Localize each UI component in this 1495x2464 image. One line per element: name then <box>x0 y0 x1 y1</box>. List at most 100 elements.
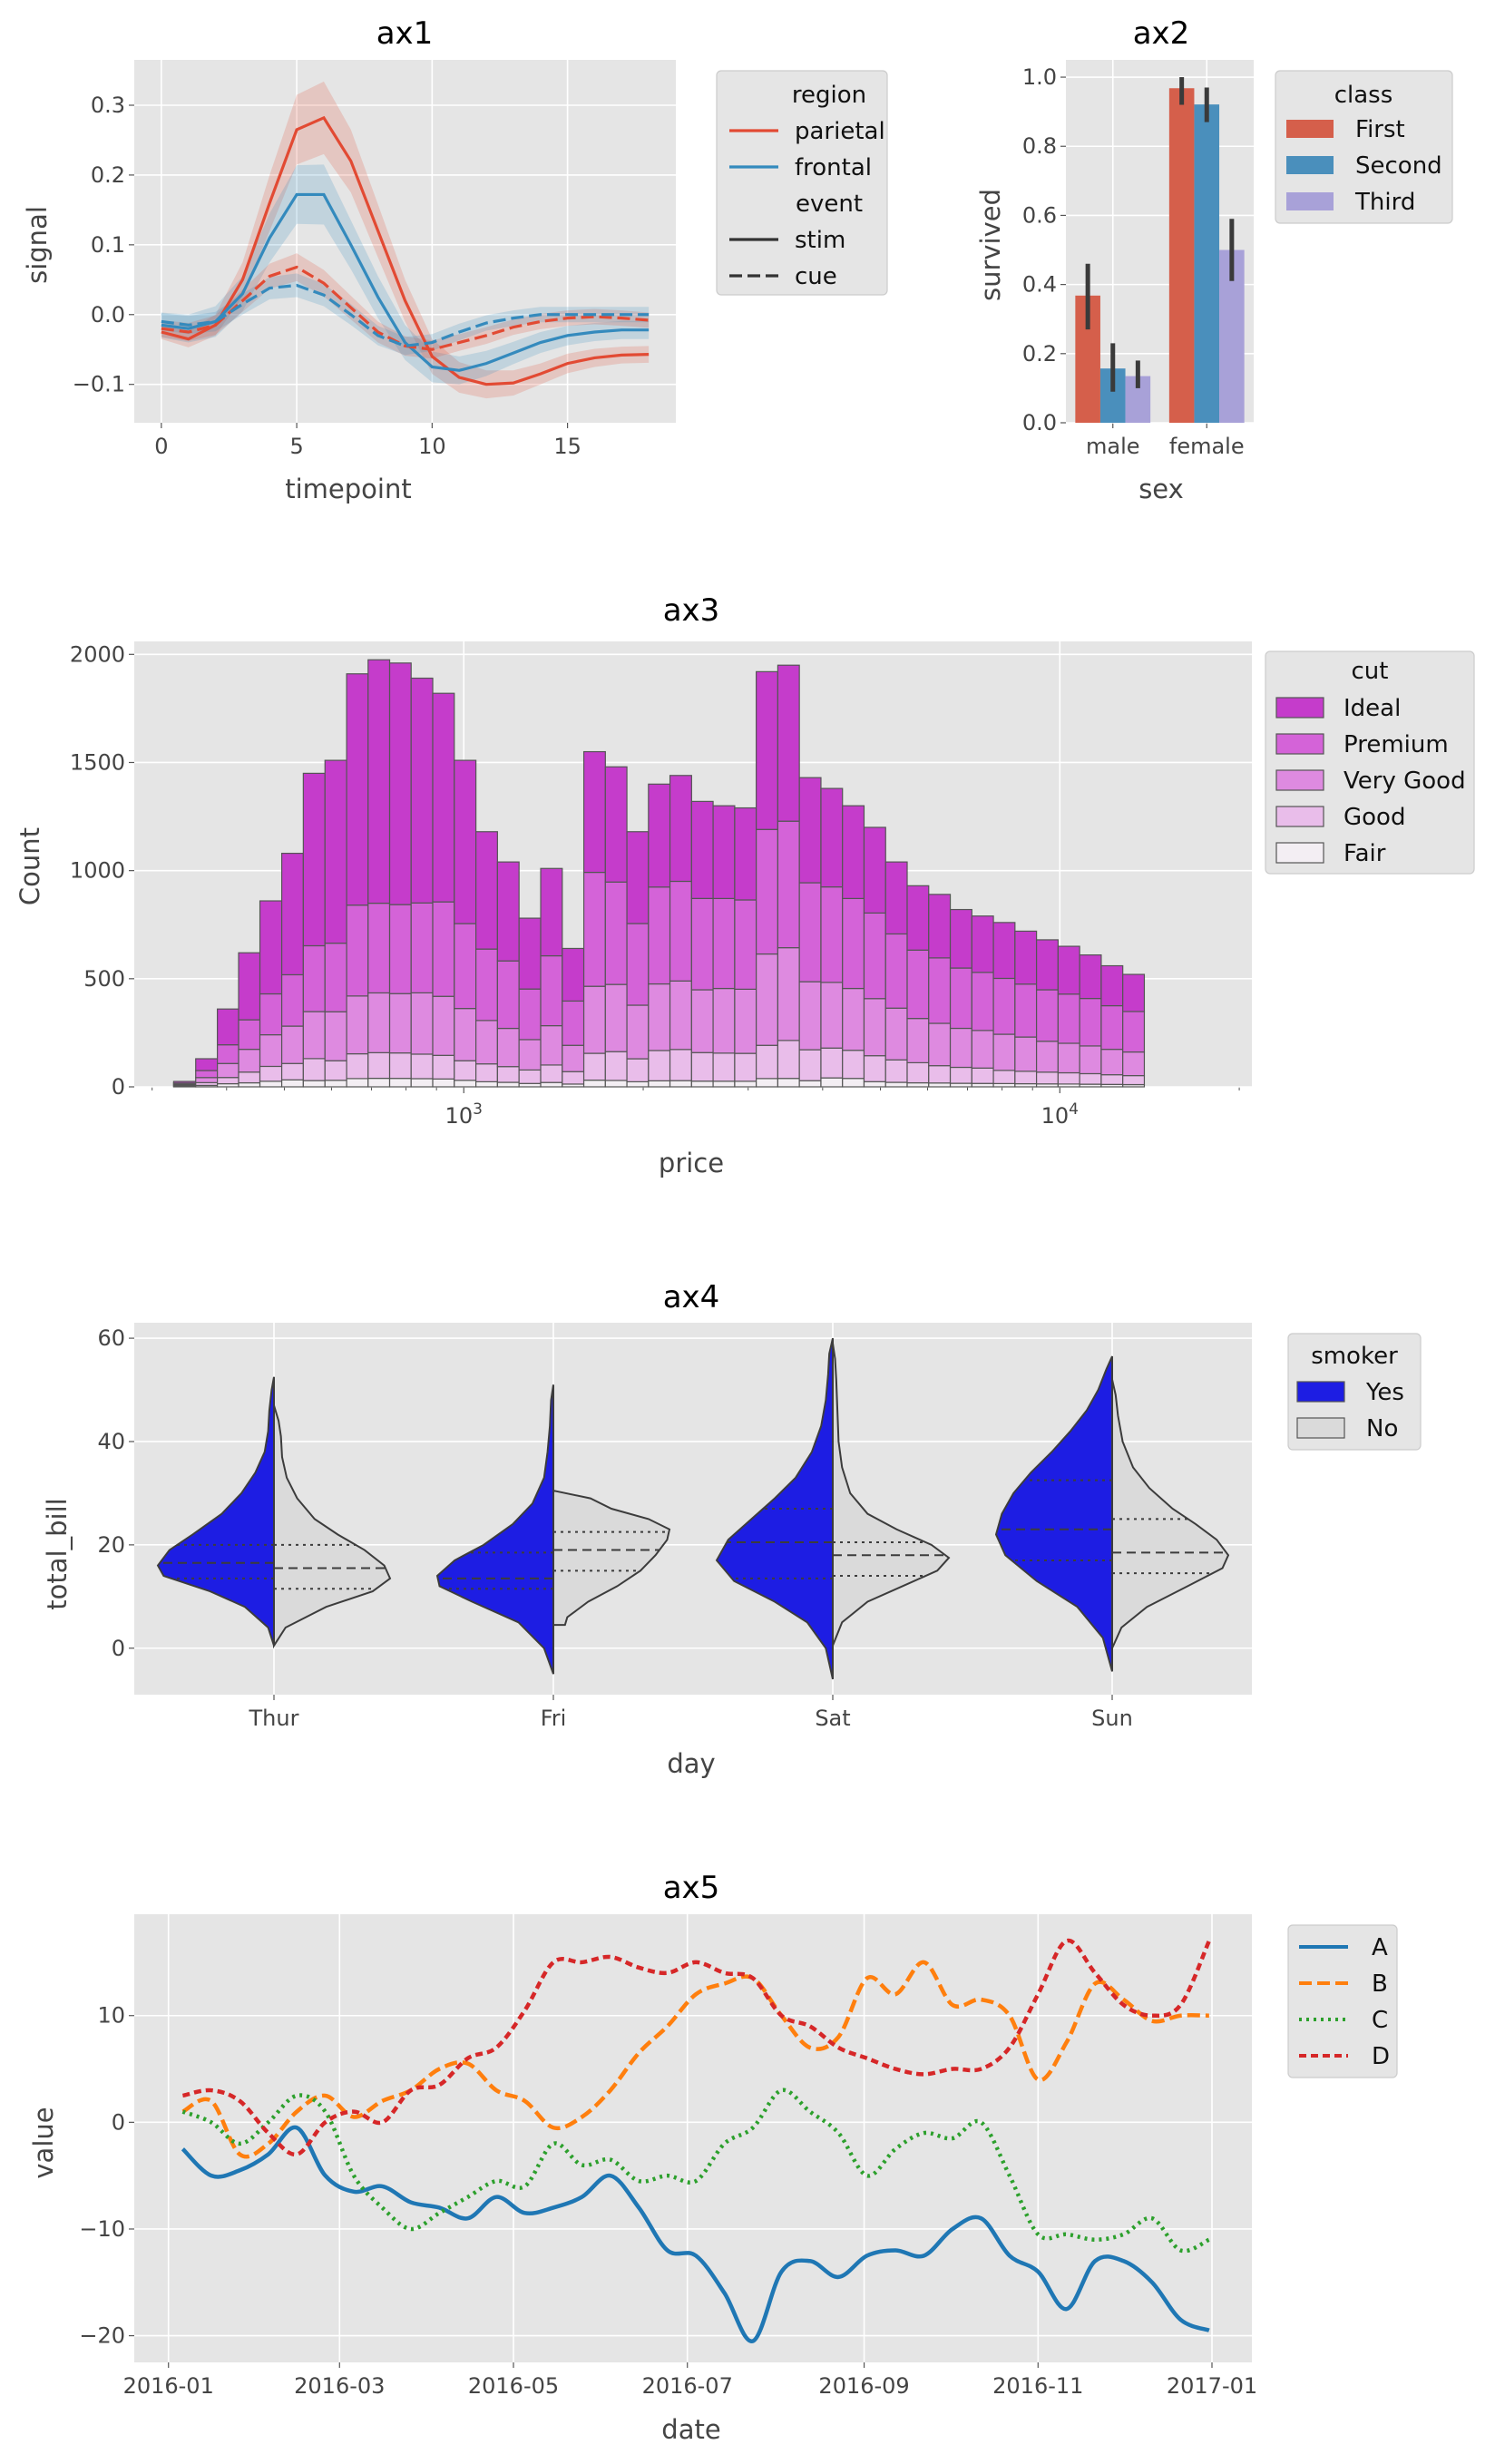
ax3-bar-ideal <box>280 852 304 976</box>
ax3-bar-good <box>518 1069 542 1084</box>
ax5-xtick-label: 2016-05 <box>468 2373 559 2399</box>
ax5-ylabel: value <box>28 2107 59 2178</box>
ax3-bar-premium <box>238 1019 261 1051</box>
ax4-legend-swatch-no <box>1296 1417 1345 1439</box>
ax4-ytick-label: 40 <box>97 1429 125 1454</box>
ax3-bar-very-good <box>690 989 714 1053</box>
ax3-bar-very-good <box>259 1034 283 1068</box>
ax2-ylabel: survived <box>975 189 1006 301</box>
ax3-bar-good <box>626 1058 650 1082</box>
ax5-line-C <box>181 2088 1210 2254</box>
ax3-legend-label-premium: Premium <box>1344 731 1449 758</box>
ax3-bar-ideal <box>540 867 563 957</box>
ax3-bar-very-good <box>388 992 412 1054</box>
ax3-bar-fair <box>432 1078 455 1088</box>
ax5-xlabel: date <box>661 2414 720 2445</box>
ax3-bar-premium <box>992 977 1016 1035</box>
ax3-bar-ideal <box>798 777 822 884</box>
ax5-ytick-label: 10 <box>97 2003 125 2029</box>
ax3-bar-good <box>1057 1071 1080 1085</box>
ax3-bar-fair <box>756 1078 779 1088</box>
ax3-bar-good <box>346 1052 369 1080</box>
ax3-bar-premium <box>217 1044 239 1064</box>
ax3-bar-fair <box>648 1080 671 1088</box>
ax3-bar-premium <box>346 904 369 997</box>
ax3-bar-good <box>367 1051 391 1080</box>
ax1-legend-title: event <box>796 191 863 218</box>
ax3-bar-premium <box>302 944 326 1012</box>
ax3-bar-premium <box>475 948 498 1022</box>
ax3-bar-very-good <box>1035 1041 1059 1073</box>
ax3-bar-ideal <box>690 800 714 899</box>
ax3-bar-very-good <box>626 1004 650 1060</box>
ax3-bar-premium <box>518 988 542 1041</box>
ax3-bar-good <box>690 1051 714 1082</box>
ax3-bar-fair <box>669 1080 692 1088</box>
ax3-bar-premium <box>280 973 304 1027</box>
ax3-legend-swatch-fair <box>1275 842 1324 864</box>
ax3-bar-premium <box>454 923 477 1010</box>
ax3-bar-premium <box>626 923 650 1006</box>
ax3-legend-swatch-premium <box>1275 733 1324 755</box>
ax3-title: ax3 <box>663 592 720 629</box>
ax2-legend-swatch-First <box>1286 120 1334 138</box>
ax3-bar-good <box>884 1059 908 1083</box>
ax3-bar-ideal <box>324 759 347 944</box>
ax3-bar-fair <box>280 1079 304 1088</box>
ax1-legend-label-frontal: frontal <box>795 154 872 181</box>
ax3-bar-ideal <box>669 775 692 883</box>
ax3-bar-good <box>604 1051 628 1081</box>
ax5-xtick-label: 2017-01 <box>1167 2373 1257 2399</box>
ax2-legend-swatch-Second <box>1286 156 1334 174</box>
ax3-bar-premium <box>1057 993 1080 1044</box>
ax4-xtick-label: Sat <box>815 1706 850 1731</box>
ax3-bar-good <box>734 1052 757 1082</box>
ax3-bar-good <box>475 1063 498 1082</box>
ax3-legend-title: cut <box>1352 658 1389 685</box>
ax3-bar-fair <box>820 1077 844 1088</box>
ax1-line-frontal-cue <box>161 283 650 348</box>
ax3-bar-good <box>388 1052 412 1080</box>
ax3-bar-premium <box>324 943 347 1012</box>
ax3-bar-very-good <box>410 992 434 1055</box>
ax3-bar-premium <box>820 886 844 983</box>
ax3-bar-fair <box>302 1080 326 1088</box>
ax4-violin-thur-no <box>273 1404 392 1649</box>
ax4-violin-sun-no <box>1111 1379 1230 1649</box>
ax1-legend-label-cue: cue <box>795 263 837 290</box>
ax3-bar-fair <box>842 1078 865 1088</box>
ax3-bar-fair <box>582 1080 606 1088</box>
ax3-bar-fair <box>906 1081 930 1088</box>
ax3-bar-ideal <box>582 750 606 874</box>
ax3-bar-good <box>863 1055 886 1082</box>
ax3-bar-very-good <box>992 1033 1016 1071</box>
ax1-panel: ax1 timepoint signal 0 5 10 15 −0.1 0.0 0.1 0.2… <box>22 15 888 504</box>
ax3-bar-ideal <box>346 673 369 906</box>
ax3-ytick-label: 2000 <box>70 641 125 667</box>
ax3-bar-very-good <box>195 1077 219 1083</box>
ax5-xtick-label: 2016-03 <box>294 2373 385 2399</box>
ax3-bar-premium <box>195 1070 219 1079</box>
ax3-bar-premium <box>863 912 886 1000</box>
ax3-bar-ideal <box>302 772 326 947</box>
ax3-bar-good <box>582 1052 606 1081</box>
ax3-bar-premium <box>906 949 930 1020</box>
ax3-bar-ideal <box>259 900 283 995</box>
ax3-bar-very-good <box>798 981 822 1051</box>
ax3-bar-good <box>648 1050 671 1081</box>
ax3-bar-very-good <box>971 1030 994 1069</box>
ax3-bar-premium <box>1100 1004 1124 1051</box>
ax3-bar-very-good <box>756 953 779 1046</box>
ax3-xlabel: price <box>659 1148 724 1178</box>
ax1-line-parietal-stim <box>161 115 650 386</box>
ax3-bar-very-good <box>906 1018 930 1064</box>
ax5-legend-label-C: C <box>1372 2007 1388 2034</box>
ax2-ytick-label: 0.4 <box>1022 272 1057 298</box>
ax3-bar-ideal <box>949 908 972 969</box>
ax3-bar-ideal <box>1100 964 1124 1007</box>
ax1-xtick-label: 0 <box>154 434 168 459</box>
ax3-bar-ideal <box>432 692 455 903</box>
ax3-bar-very-good <box>949 1027 972 1069</box>
ax3-ytick-label: 1500 <box>70 749 125 775</box>
